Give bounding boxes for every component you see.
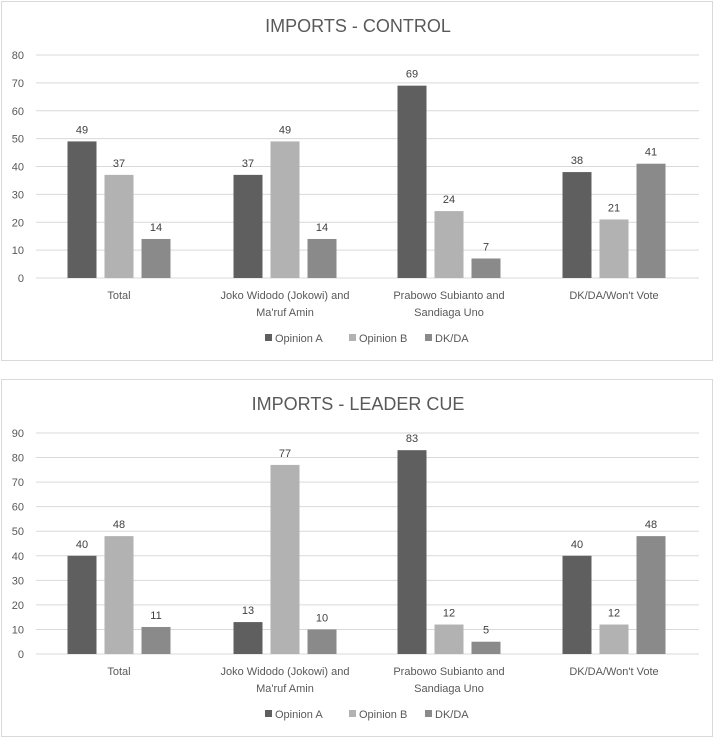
legend-swatch: [349, 334, 356, 341]
y-tick-label: 40: [12, 551, 24, 563]
legend-swatch: [265, 710, 272, 717]
bar-opinion-b: [434, 211, 464, 278]
bar-opinion-a: [397, 85, 427, 278]
data-label: 37: [242, 158, 254, 170]
bar-dk-da: [307, 629, 337, 654]
y-tick-label: 60: [12, 502, 24, 514]
category-label: Joko Widodo (Jokowi) and: [220, 290, 349, 302]
bar-opinion-b: [104, 174, 134, 278]
data-label: 41: [645, 147, 657, 159]
y-tick-label: 70: [12, 78, 24, 90]
chart-title: IMPORTS - LEADER CUE: [252, 394, 465, 414]
bar-dk-da: [141, 238, 171, 278]
y-tick-label: 40: [12, 162, 24, 174]
data-label: 11: [150, 610, 161, 622]
y-tick-label: 60: [12, 106, 24, 118]
category-label: Sandiaga Uno: [414, 307, 484, 319]
y-tick-label: 50: [12, 134, 24, 146]
data-label: 7: [483, 241, 489, 253]
y-tick-label: 10: [12, 624, 24, 636]
category-label: Ma'ruf Amin: [256, 307, 314, 319]
bar-dk-da: [471, 258, 501, 278]
category-label: Prabowo Subianto and: [393, 666, 504, 678]
bar-dk-da: [636, 536, 666, 654]
category-label: Ma'ruf Amin: [256, 683, 314, 695]
bar-opinion-a: [67, 141, 97, 278]
category-label: Prabowo Subianto and: [393, 290, 504, 302]
category-label: Total: [107, 290, 130, 302]
bar-opinion-b: [434, 624, 464, 654]
y-tick-label: 30: [12, 189, 24, 201]
data-label: 14: [150, 222, 162, 234]
chart-title: IMPORTS - CONTROL: [265, 16, 451, 36]
legend-swatch: [349, 710, 356, 717]
category-label: Sandiaga Uno: [414, 683, 484, 695]
y-tick-label: 10: [12, 245, 24, 257]
bar-opinion-a: [397, 450, 427, 654]
category-label: Total: [107, 666, 130, 678]
category-label: DK/DA/Won't Vote: [569, 666, 658, 678]
chart-imports-control: IMPORTS - CONTROL 0 10 20 30 40 50 60 70 80 49 37 69…: [12, 16, 699, 345]
legend-label: Opinion A: [275, 333, 323, 345]
y-tick-label: 70: [12, 477, 24, 489]
data-label: 49: [279, 124, 291, 136]
data-label: 48: [113, 519, 125, 531]
y-tick-label: 0: [18, 273, 24, 285]
y-tick-label: 0: [18, 649, 24, 661]
data-label: 40: [76, 539, 88, 551]
bar-opinion-a: [233, 174, 263, 278]
data-label: 69: [406, 69, 418, 81]
data-label: 10: [316, 612, 328, 624]
data-label: 21: [608, 202, 620, 214]
chart-frame-leader-cue: IMPORTS - LEADER CUE 0 10 20 30 40 50 60 70 80 90 4…: [1, 379, 713, 737]
legend-label: Opinion B: [359, 333, 407, 345]
y-tick-label: 80: [12, 453, 24, 465]
bar-opinion-b: [599, 219, 629, 278]
bar-opinion-b: [270, 141, 300, 278]
data-label: 24: [443, 194, 455, 206]
bar-opinion-b: [599, 624, 629, 654]
data-label: 5: [483, 625, 489, 637]
y-tick-label: 20: [12, 217, 24, 229]
legend-swatch: [425, 710, 432, 717]
bar-opinion-a: [67, 555, 97, 654]
data-label: 49: [76, 124, 88, 136]
y-tick-label: 30: [12, 575, 24, 587]
bar-opinion-b: [270, 464, 300, 654]
data-label: 37: [113, 158, 125, 170]
bar-opinion-a: [562, 555, 592, 654]
chart-imports-leader-cue: IMPORTS - LEADER CUE 0 10 20 30 40 50 60 70 80 90 4…: [12, 394, 699, 721]
category-label: DK/DA/Won't Vote: [569, 290, 658, 302]
y-tick-label: 50: [12, 526, 24, 538]
bar-dk-da: [636, 163, 666, 278]
data-label: 38: [571, 155, 583, 167]
category-label: Joko Widodo (Jokowi) and: [220, 666, 349, 678]
data-label: 40: [571, 539, 583, 551]
data-label: 77: [279, 448, 291, 460]
legend-label: DK/DA: [435, 709, 469, 721]
legend-label: DK/DA: [435, 333, 469, 345]
legend-swatch: [265, 334, 272, 341]
bar-dk-da: [141, 626, 171, 654]
legend-swatch: [425, 334, 432, 341]
bar-dk-da: [471, 641, 501, 654]
y-tick-label: 80: [12, 50, 24, 62]
data-label: 48: [645, 519, 657, 531]
y-tick-label: 90: [12, 428, 24, 440]
legend-label: Opinion B: [359, 709, 407, 721]
chart-frame-control: IMPORTS - CONTROL 0 10 20 30 40 50 60 70 80 49 37 69…: [1, 1, 713, 361]
bar-opinion-b: [104, 536, 134, 654]
data-label: 83: [406, 433, 418, 445]
y-tick-label: 20: [12, 600, 24, 612]
data-label: 12: [608, 608, 620, 620]
bar-opinion-a: [233, 622, 263, 654]
bar-dk-da: [307, 238, 337, 278]
legend-label: Opinion A: [275, 709, 323, 721]
data-label: 13: [242, 605, 254, 617]
bar-opinion-a: [562, 172, 592, 278]
data-label: 12: [443, 608, 455, 620]
data-label: 14: [316, 222, 328, 234]
